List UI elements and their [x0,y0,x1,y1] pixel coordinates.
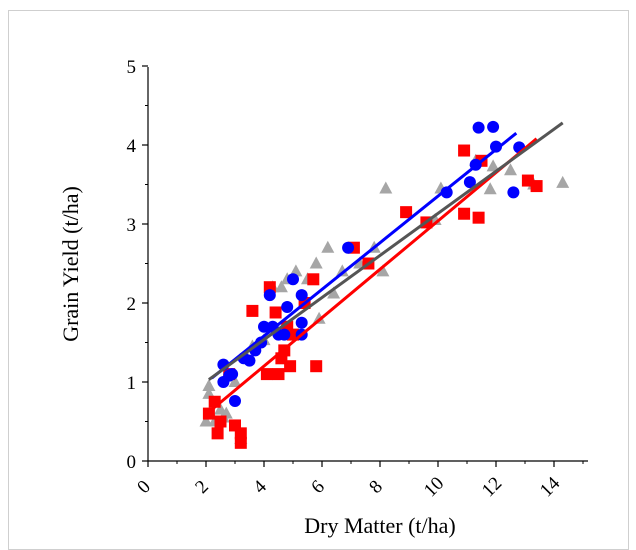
x-tick-label: 2 [191,476,213,498]
data-point-square [211,427,224,440]
x-tick-label: 12 [478,473,506,501]
data-point-triangle [379,181,393,194]
y-tick-label: 5 [127,57,137,78]
trend-line [210,131,518,380]
data-point-triangle [199,414,213,427]
data-point-triangle [486,159,500,172]
x-tick-label: 0 [133,476,155,498]
trend-line [207,137,538,414]
data-point-triangle [335,264,349,277]
x-tick-label: 8 [365,476,387,498]
x-tick-label: 6 [307,476,329,498]
y-tick-label: 1 [127,373,137,394]
data-point-square [400,206,413,219]
data-point-circle [258,320,270,333]
data-point-square [234,427,247,440]
data-point-triangle [321,240,335,253]
data-point-circle [295,316,308,329]
data-point-triangle [309,256,323,269]
data-points [199,120,570,449]
data-point-triangle [556,175,570,188]
data-point-circle [342,241,355,254]
data-point-square [234,436,247,449]
trendlines [207,121,564,414]
data-point-triangle [483,182,497,195]
data-point-triangle [274,280,288,293]
data-point-triangle [228,375,242,387]
data-point-square [458,207,471,220]
data-point-circle [281,300,294,313]
data-point-square [530,180,543,193]
data-point-square [458,144,471,157]
x-tick-label: 4 [249,476,271,498]
data-point-circle [229,394,241,407]
data-point-square [310,360,323,373]
y-axis-title: Grain Yield (t/ha) [58,186,83,342]
data-point-circle [490,140,502,153]
data-point-square [246,304,259,317]
y-tick-label: 0 [127,452,137,473]
data-point-square [472,211,485,224]
data-point-square [284,360,297,373]
data-point-circle [226,368,239,381]
y-tick-label: 3 [127,215,137,236]
data-point-circle [295,289,308,302]
data-point-triangle [327,286,341,299]
data-point-triangle [202,378,216,391]
data-point-triangle [312,311,326,324]
x-tick-label: 14 [536,473,565,502]
y-tick-label: 4 [127,136,137,157]
trend-line [208,121,564,381]
data-point-triangle [376,264,390,277]
data-point-square [269,306,282,319]
data-point-circle [507,186,520,199]
data-point-square [272,368,285,381]
data-point-circle [287,273,299,286]
data-point-circle [263,289,276,302]
data-point-circle [487,120,500,133]
data-point-circle [472,121,485,134]
data-point-square [214,415,227,428]
x-axis-title: Dry Matter (t/ha) [304,513,456,538]
data-point-circle [440,186,453,199]
data-point-square [307,273,320,286]
data-point-circle [278,328,291,341]
y-tick-label: 2 [127,294,137,315]
data-point-triangle [504,163,517,176]
data-point-circle [243,354,256,367]
data-point-square [260,368,273,381]
x-tick-label: 10 [420,473,448,501]
data-point-circle [463,176,476,189]
